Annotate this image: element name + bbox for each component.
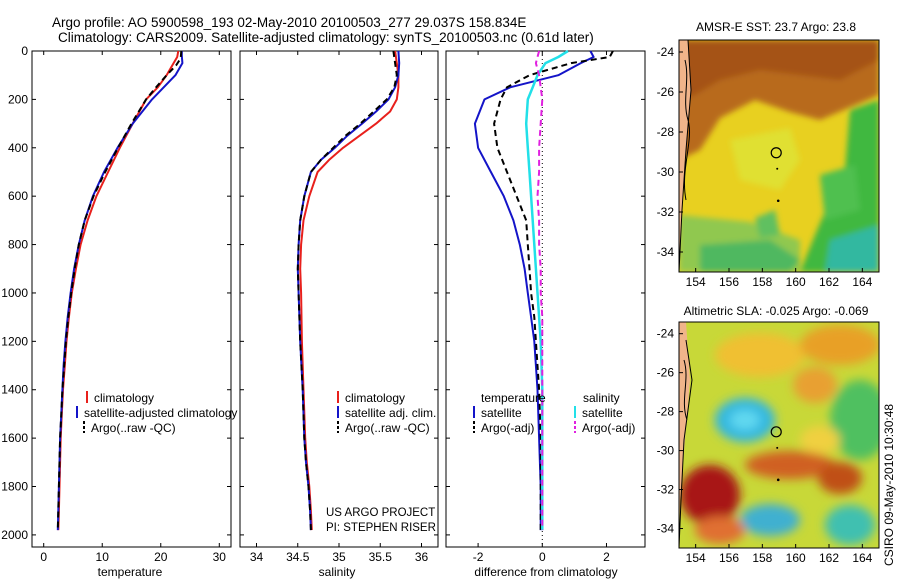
legend-label: Argo(..raw -QC): [345, 421, 430, 435]
x-tick-label: 36: [415, 550, 429, 564]
salinity-profile-panel: 34 34.5 35 35.5 36 salinity climatology sate…: [239, 50, 439, 579]
y-tick-label: 1200: [1, 334, 28, 348]
sst-field: [679, 40, 879, 272]
legend-label: Argo(..raw -QC): [91, 421, 176, 435]
y-tick-label: 400: [8, 141, 28, 155]
map-y-tick-label: -26: [657, 366, 675, 380]
sst-map-title: AMSR-E SST: 23.7 Argo: 23.8: [696, 20, 856, 34]
map-x-tick-label: 156: [719, 275, 739, 289]
y-tick-label: 600: [8, 189, 28, 203]
project-annotation: US ARGO PROJECT: [326, 507, 435, 519]
map-x-tick-label: 160: [786, 551, 806, 565]
sst-map-panel: AMSR-E SST: 23.7 Argo: 23.8 154 156 158 160…: [657, 20, 880, 289]
track-dot: [776, 478, 780, 482]
map-x-tick-label: 154: [686, 275, 706, 289]
difference-xlabel: difference from climatology: [474, 565, 617, 579]
x-tick-label: 34.5: [286, 550, 310, 564]
y-tick-label: 1800: [1, 480, 28, 494]
sla-field: [679, 322, 879, 548]
temperature-axes-frame: [31, 50, 232, 548]
map-y-tick-label: -34: [657, 522, 675, 536]
series-line-argo-raw-qc-: [56, 50, 183, 531]
y-tick-label: 1400: [1, 383, 28, 397]
y-tick-label: 1000: [1, 286, 28, 300]
map-y-tick-label: -32: [657, 205, 675, 219]
y-tick-label: 200: [8, 92, 28, 106]
y-tick-label: 0: [21, 44, 28, 58]
map-x-tick-label: 154: [686, 551, 706, 565]
header-line-2: Climatology: CARS2009. Satellite-adjuste…: [58, 30, 594, 45]
y-tick-label: 2000: [1, 528, 28, 542]
argo-position-marker: [770, 147, 782, 159]
map-x-tick-label: 156: [719, 551, 739, 565]
legend-header-salinity: salinity: [583, 391, 620, 405]
x-tick-label: 34: [250, 550, 264, 564]
salinity-legend: climatology satellite adj. clim. Argo(..…: [337, 391, 436, 435]
map-x-tick-label: 158: [752, 275, 772, 289]
legend-label: satellite: [481, 406, 522, 420]
x-tick-label: 30: [213, 550, 227, 564]
map-y-tick-label: -32: [657, 483, 675, 497]
track-dot: [776, 199, 780, 203]
map-x-tick-label: 162: [819, 275, 839, 289]
x-tick-label: -2: [473, 550, 484, 564]
temperature-legend: climatology satellite-adjusted climatolo…: [76, 391, 237, 435]
sla-map-title: Altimetric SLA: -0.025 Argo: -0.069: [684, 304, 869, 318]
difference-legend: temperature satellite Argo(-adj) salinit…: [473, 391, 635, 435]
series-line-temperature-argo-adj-: [493, 50, 614, 531]
salinity-xlabel: salinity: [319, 565, 356, 579]
series-line-argo-raw-qc-: [296, 50, 398, 531]
header-line-1: Argo profile: AO 5900598_193 02-May-2010…: [52, 15, 526, 30]
temperature-profile-panel: 0 10 20 30 0 200 400 600 800 1000 1200 1400 1600 1800…: [1, 44, 237, 579]
salinity-axes-frame: [239, 50, 439, 548]
argo-position-marker: [770, 426, 782, 438]
sla-axes-frame: [678, 321, 880, 549]
legend-label: climatology: [345, 391, 405, 405]
y-tick-label: 800: [8, 238, 28, 252]
legend-label: satellite: [582, 406, 623, 420]
map-y-tick-label: -30: [657, 444, 675, 458]
track-dot: [776, 446, 779, 449]
x-tick-label: 35: [332, 550, 346, 564]
series-line-salinity-argo-adj-: [534, 50, 544, 531]
x-tick-label: 20: [154, 550, 168, 564]
map-x-tick-label: 158: [752, 551, 772, 565]
track-dot: [776, 167, 779, 170]
map-y-tick-label: -34: [657, 245, 675, 259]
legend-label: satellite-adjusted climatology: [84, 406, 237, 420]
csiro-timestamp: CSIRO 09-May-2010 10:30:48: [882, 404, 896, 566]
map-x-tick-label: 164: [852, 551, 872, 565]
map-x-tick-label: 164: [852, 275, 872, 289]
pi-annotation: PI: STEPHEN RISER: [326, 522, 436, 534]
y-tick-label: 1600: [1, 431, 28, 445]
map-x-tick-label: 160: [786, 275, 806, 289]
x-tick-label: 0: [40, 550, 47, 564]
difference-axes-frame: [445, 50, 646, 548]
x-tick-label: 0: [539, 550, 546, 564]
map-y-tick-label: -30: [657, 165, 675, 179]
sst-axes-frame: [678, 39, 880, 273]
sla-map-panel: Altimetric SLA: -0.025 Argo: -0.069: [657, 304, 880, 565]
series-line-temperature-satellite: [473, 50, 595, 531]
map-x-tick-label: 162: [819, 551, 839, 565]
map-y-tick-label: -28: [657, 405, 675, 419]
legend-label: Argo(-adj): [582, 421, 635, 435]
map-y-tick-label: -24: [657, 45, 675, 59]
legend-header-temperature: temperature: [481, 391, 546, 405]
x-tick-label: 2: [603, 550, 610, 564]
legend-label: Argo(-adj): [481, 421, 534, 435]
x-tick-label: 10: [96, 550, 110, 564]
legend-label: satellite adj. clim.: [345, 406, 436, 420]
legend-label: climatology: [94, 391, 154, 405]
map-y-tick-label: -28: [657, 125, 675, 139]
map-y-tick-label: -24: [657, 327, 675, 341]
temperature-xlabel: temperature: [98, 565, 163, 579]
difference-profile-panel: -2 0 2 difference from climatology tempera…: [445, 49, 646, 579]
x-tick-label: 35.5: [369, 550, 393, 564]
map-y-tick-label: -26: [657, 85, 675, 99]
